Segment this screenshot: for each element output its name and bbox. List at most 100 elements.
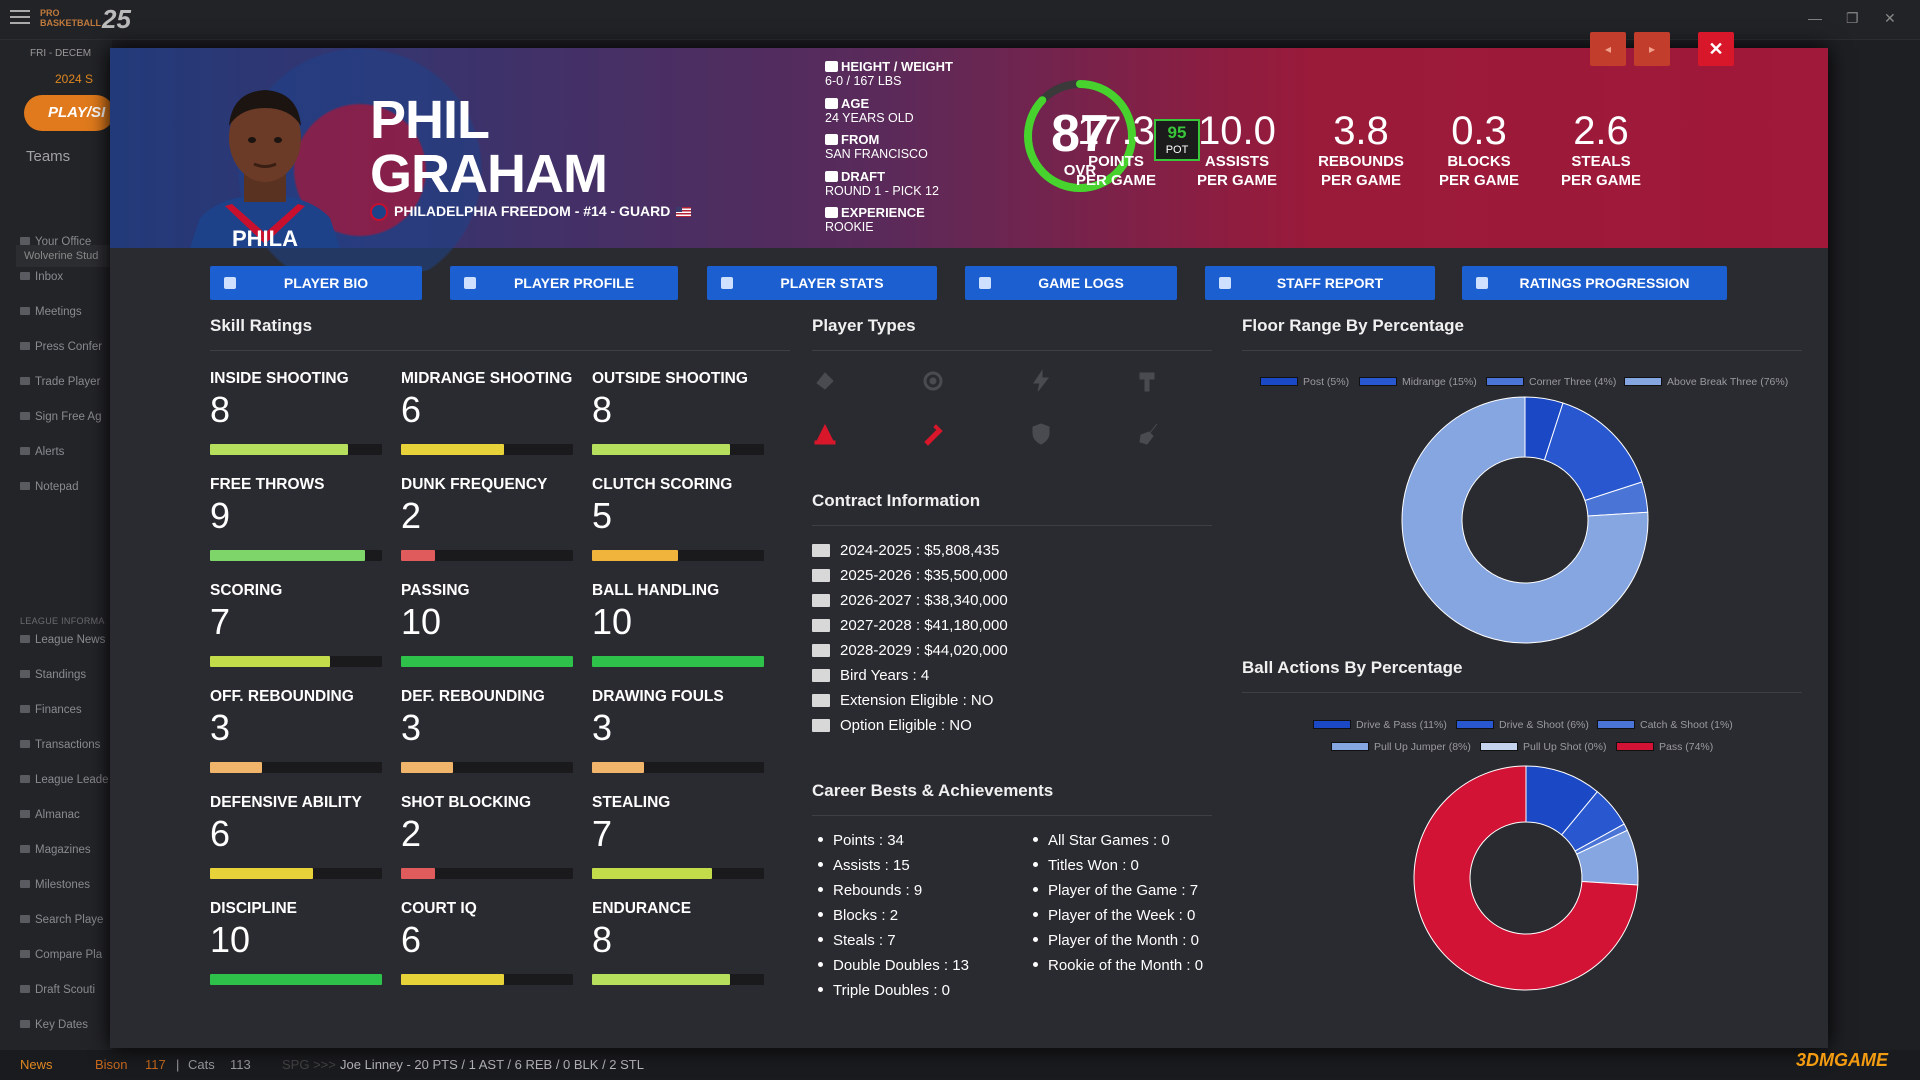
career-label: Player of the Month: [1048, 932, 1179, 949]
league-item-5[interactable]: Almanac: [20, 809, 80, 829]
skill-court-iq: COURT IQ 6: [401, 900, 573, 995]
syringe-icon[interactable]: [921, 422, 945, 446]
team-logo-icon: [370, 203, 388, 222]
career-value: 2: [889, 907, 899, 924]
skill-bar-fill: [210, 444, 348, 455]
floor-range-donut: [1401, 396, 1649, 644]
tab-player-stats[interactable]: PLAYER STATS: [707, 266, 937, 300]
hammer-icon[interactable]: [1137, 369, 1161, 393]
contract-label: 2024-2025: [840, 542, 912, 559]
stat-block: 10.0 ASSISTS PER GAME: [1177, 110, 1297, 190]
feather-icon: [812, 669, 830, 682]
prev-player-button[interactable]: ◂: [1590, 32, 1626, 66]
sidebar-item-0[interactable]: Your Office: [20, 236, 91, 256]
contract-row: Extension Eligible : NO: [812, 692, 993, 714]
league-item-icon: [20, 810, 30, 818]
target-icon[interactable]: [921, 369, 945, 393]
shield-icon[interactable]: [1029, 422, 1053, 446]
league-item-label: Search Playe: [35, 914, 104, 926]
donut-slice-1[interactable]: [1543, 402, 1643, 502]
tab-staff-report[interactable]: STAFF REPORT: [1205, 266, 1435, 300]
sidebar-item-6[interactable]: Alerts: [20, 446, 64, 466]
league-item-7[interactable]: Milestones: [20, 879, 90, 899]
skill-bar-fill: [401, 550, 436, 561]
league-item-3[interactable]: Transactions: [20, 739, 100, 759]
bio-label-text: FROM: [841, 132, 880, 147]
sidebar-item-5[interactable]: Sign Free Ag: [20, 411, 101, 431]
skill-bar: [401, 444, 573, 455]
donut-slice-5[interactable]: [1413, 765, 1639, 991]
skill-bar: [401, 974, 573, 985]
donut-slice-3[interactable]: [1401, 396, 1649, 644]
ticker-line: Joe Linney - 20 PTS / 1 AST / 6 REB / 0 …: [340, 1057, 644, 1072]
contract-label: Bird Years: [840, 667, 909, 684]
career-sep: :: [1178, 932, 1191, 949]
hamburger-menu-icon[interactable]: [10, 10, 30, 24]
league-item-2[interactable]: Finances: [20, 704, 82, 724]
sidebar-item-7[interactable]: Notepad: [20, 481, 78, 501]
sidebar-date: FRI - DECEM: [30, 48, 92, 59]
sidebar-teams[interactable]: Teams: [26, 148, 71, 165]
legend-entry: Corner Three (4%): [1486, 376, 1616, 388]
tab-ratings-progression[interactable]: RATINGS PROGRESSION: [1462, 266, 1727, 300]
league-item-10[interactable]: Draft Scouti: [20, 984, 95, 1004]
league-item-0[interactable]: League News: [20, 634, 105, 654]
bio-label-text: EXPERIENCE: [841, 205, 925, 220]
league-item-4[interactable]: League Leade: [20, 774, 109, 794]
tab-player-bio[interactable]: PLAYER BIO: [210, 266, 422, 300]
career-item: All Star Games : 0: [1033, 832, 1170, 849]
play-sim-button[interactable]: PLAY/SI: [24, 95, 114, 131]
skill-stealing: STEALING 7: [592, 794, 764, 889]
league-item-label: Compare Pla: [35, 949, 103, 961]
career-label: Rebounds: [833, 882, 902, 899]
sidebar-item-1[interactable]: Inbox: [20, 271, 63, 291]
cone-icon[interactable]: [813, 422, 837, 446]
legend-entry: Pull Up Jumper (8%): [1331, 741, 1471, 753]
skill-scoring: SCORING 7: [210, 582, 382, 677]
contract-row: Bird Years : 4: [812, 667, 929, 689]
broom-icon[interactable]: [1137, 422, 1161, 446]
legend-label: Pull Up Shot (0%): [1523, 741, 1607, 753]
league-item-1[interactable]: Standings: [20, 669, 86, 689]
sidebar-season[interactable]: 2024 S: [55, 72, 94, 86]
lightning-icon[interactable]: [1029, 369, 1053, 393]
league-item-label: League Leade: [35, 774, 109, 786]
career-label: All Star Games: [1048, 832, 1149, 849]
career-label: Points: [833, 832, 875, 849]
league-item-9[interactable]: Compare Pla: [20, 949, 102, 969]
restore-button[interactable]: ❐: [1846, 10, 1859, 26]
skill-bar-fill: [210, 868, 314, 879]
contract-label: 2025-2026: [840, 567, 912, 584]
bio-item: HEIGHT / WEIGHT 6-0 / 167 LBS: [825, 60, 953, 88]
modal-close-button[interactable]: ✕: [1698, 32, 1734, 66]
skill-free-throws: FREE THROWS 9: [210, 476, 382, 571]
legend-label: Pull Up Jumper (8%): [1374, 741, 1471, 753]
sidebar-team-name[interactable]: Wolverine Stud: [16, 245, 112, 267]
skill-name: BALL HANDLING: [592, 582, 720, 599]
next-player-button[interactable]: ▸: [1634, 32, 1670, 66]
sidebar-item-icon: [20, 342, 30, 350]
league-item-6[interactable]: Magazines: [20, 844, 91, 864]
skill-bar-fill: [210, 974, 382, 985]
tab-game-logs[interactable]: GAME LOGS: [965, 266, 1177, 300]
sidebar-item-3[interactable]: Press Confer: [20, 341, 102, 361]
legend-label: Pass (74%): [1659, 741, 1714, 753]
pot-value: 95: [1167, 123, 1187, 142]
player-card-modal: PHILA PHIL GRAHAM PHILADELPHIA FREEDOM -…: [110, 32, 1828, 1048]
league-item-8[interactable]: Search Playe: [20, 914, 103, 934]
window-close-button[interactable]: ✕: [1884, 10, 1896, 26]
ticker-news[interactable]: News: [20, 1057, 53, 1072]
sidebar-item-2[interactable]: Meetings: [20, 306, 82, 326]
contract-label: 2028-2029: [840, 642, 912, 659]
sidebar-item-4[interactable]: Trade Player: [20, 376, 100, 396]
skill-value: 7: [210, 601, 231, 642]
league-item-11[interactable]: Key Dates: [20, 1019, 88, 1039]
legend-label: Midrange (15%): [1402, 376, 1477, 388]
paint-icon[interactable]: [813, 369, 837, 393]
tab-icon: [464, 277, 476, 289]
skill-discipline: DISCIPLINE 10: [210, 900, 382, 995]
skill-bar: [210, 762, 382, 773]
tab-player-profile[interactable]: PLAYER PROFILE: [450, 266, 678, 300]
contract-row: 2027-2028 : $41,180,000: [812, 617, 1008, 639]
minimize-button[interactable]: —: [1808, 10, 1822, 26]
